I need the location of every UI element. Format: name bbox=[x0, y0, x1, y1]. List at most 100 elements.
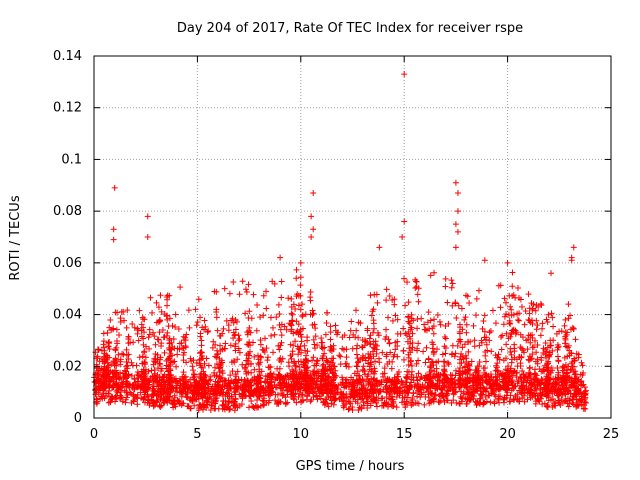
data-point bbox=[400, 356, 407, 363]
data-point bbox=[444, 359, 451, 366]
data-point bbox=[278, 294, 285, 301]
data-point bbox=[425, 374, 432, 381]
data-point bbox=[440, 358, 447, 365]
data-point bbox=[98, 347, 105, 354]
data-point bbox=[374, 377, 381, 384]
data-point bbox=[471, 343, 478, 350]
data-point bbox=[449, 280, 456, 287]
data-point bbox=[428, 399, 434, 406]
data-point bbox=[573, 350, 580, 357]
data-point bbox=[347, 327, 354, 334]
data-point bbox=[197, 402, 204, 409]
data-point bbox=[114, 340, 121, 347]
data-point bbox=[230, 335, 237, 342]
data-point bbox=[310, 310, 317, 317]
data-point bbox=[293, 329, 300, 336]
data-point bbox=[498, 334, 505, 341]
data-point bbox=[522, 308, 529, 315]
data-point bbox=[172, 311, 179, 318]
data-point bbox=[305, 390, 312, 397]
data-point bbox=[222, 340, 229, 347]
data-point bbox=[412, 381, 419, 388]
data-point bbox=[176, 346, 183, 353]
data-point bbox=[269, 324, 276, 331]
data-point bbox=[509, 283, 516, 290]
data-point bbox=[270, 349, 277, 356]
data-point bbox=[117, 358, 124, 365]
data-point bbox=[282, 394, 289, 401]
data-point bbox=[168, 339, 175, 346]
data-point bbox=[296, 390, 303, 397]
data-point bbox=[267, 314, 274, 321]
data-point bbox=[487, 328, 494, 335]
data-point bbox=[106, 339, 113, 346]
data-point bbox=[260, 312, 267, 319]
data-point bbox=[389, 358, 396, 365]
data-point bbox=[365, 381, 372, 388]
data-point bbox=[116, 375, 123, 382]
data-point bbox=[457, 383, 464, 390]
data-point bbox=[499, 370, 506, 377]
data-point bbox=[248, 369, 255, 376]
data-point bbox=[359, 366, 366, 373]
data-point bbox=[146, 400, 153, 407]
data-point bbox=[374, 386, 381, 393]
data-point bbox=[182, 373, 189, 380]
data-point bbox=[152, 350, 159, 357]
data-point bbox=[492, 386, 499, 393]
data-point bbox=[94, 346, 101, 353]
data-point bbox=[370, 317, 377, 324]
data-point bbox=[299, 312, 306, 319]
data-point bbox=[168, 397, 175, 404]
data-point bbox=[187, 376, 194, 383]
data-point bbox=[260, 398, 267, 405]
data-point bbox=[385, 314, 392, 321]
data-point bbox=[342, 394, 349, 401]
data-point bbox=[533, 349, 540, 356]
data-point bbox=[468, 392, 475, 399]
data-point bbox=[120, 351, 127, 358]
data-point bbox=[197, 356, 204, 363]
data-point bbox=[181, 384, 188, 391]
data-point bbox=[208, 402, 215, 409]
data-point bbox=[267, 363, 274, 370]
data-point bbox=[405, 299, 412, 306]
data-point bbox=[302, 347, 309, 354]
data-point bbox=[363, 376, 370, 383]
x-tick-label: 25 bbox=[603, 427, 620, 442]
data-point bbox=[179, 387, 186, 394]
data-point bbox=[234, 356, 241, 363]
data-point bbox=[373, 403, 380, 410]
data-point bbox=[216, 390, 223, 397]
data-point bbox=[220, 403, 227, 410]
data-point bbox=[228, 399, 235, 406]
data-point bbox=[329, 385, 336, 392]
data-point bbox=[207, 373, 214, 380]
data-point bbox=[461, 364, 468, 371]
data-point bbox=[349, 379, 356, 386]
data-point bbox=[243, 288, 250, 295]
data-point bbox=[508, 351, 515, 358]
data-point bbox=[246, 348, 253, 355]
data-point bbox=[289, 348, 296, 355]
data-point bbox=[414, 291, 421, 298]
data-point bbox=[526, 353, 533, 360]
y-tick-label: 0.14 bbox=[53, 49, 82, 64]
data-point bbox=[533, 302, 540, 309]
data-point bbox=[559, 367, 566, 374]
data-point bbox=[112, 347, 119, 354]
data-point bbox=[321, 350, 328, 357]
data-point bbox=[294, 328, 301, 335]
data-point bbox=[295, 321, 302, 328]
data-point bbox=[105, 339, 112, 346]
data-point bbox=[113, 376, 120, 383]
data-point bbox=[572, 390, 579, 397]
data-point bbox=[140, 341, 147, 348]
data-point bbox=[418, 391, 425, 398]
data-point bbox=[230, 329, 237, 336]
data-point bbox=[452, 221, 459, 228]
data-point bbox=[537, 300, 544, 307]
data-point bbox=[303, 396, 310, 403]
data-point bbox=[184, 393, 191, 400]
data-point bbox=[332, 327, 339, 334]
